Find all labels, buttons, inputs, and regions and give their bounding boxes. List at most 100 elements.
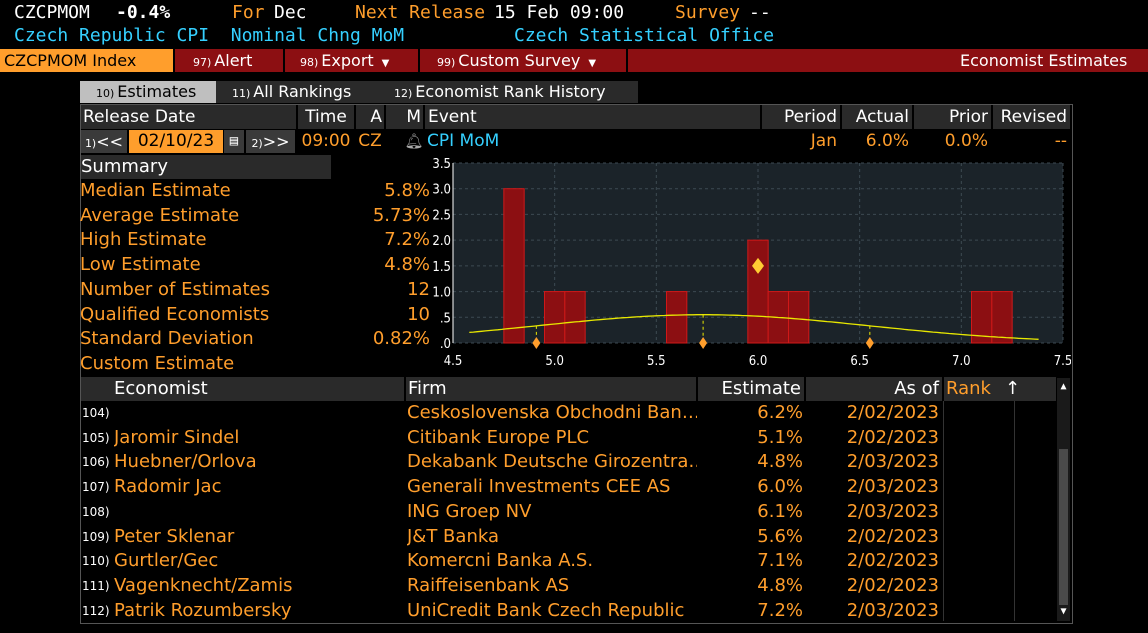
- firm-name: Ceskoslovenska Obchodni Ban…: [407, 402, 697, 423]
- col-time: Time: [298, 105, 354, 129]
- estimate-value: 6.0%: [757, 476, 803, 498]
- estimates-histogram: 3.5 3.0 2.5 2.0 1.5 1.0 .5 .0 4.5 5.0 5.5 6.0 6.5 7.0…: [432, 157, 1071, 369]
- as-of-date: 2/03/2023: [846, 476, 939, 498]
- row-number: 106): [82, 455, 110, 470]
- table-row[interactable]: 109) Peter Sklenar J&T Banka 5.6% 2/02/2023: [80, 525, 1060, 550]
- economist-name: Huebner/Orlova: [114, 451, 257, 473]
- estimate-value: 5.1%: [757, 426, 803, 448]
- calendar-icon[interactable]: ▤: [224, 130, 244, 153]
- estimate-value: 4.8%: [757, 451, 803, 473]
- firm-name: Citibank Europe PLC: [407, 426, 590, 448]
- event-name[interactable]: CPI MoM: [427, 131, 500, 151]
- summary-value: 5.73%: [372, 204, 430, 226]
- custom-survey-label: Custom Survey: [458, 51, 581, 70]
- next-release-value: 15 Feb 09:00: [494, 2, 625, 23]
- summary-value: 10: [407, 303, 430, 325]
- row-number: 108): [82, 504, 110, 519]
- histogram-bar: [991, 291, 1013, 344]
- scroll-down-icon[interactable]: ▼: [1060, 606, 1067, 617]
- summary-label: Standard Deviation: [80, 328, 254, 350]
- table-row[interactable]: 105) Jaromir Sindel Citibank Europe PLC 5.1…: [80, 426, 1060, 451]
- col-firm[interactable]: Firm: [406, 377, 696, 401]
- bell-alert-icon[interactable]: 🔔︎: [404, 132, 424, 150]
- col-actual: Actual: [842, 105, 912, 129]
- economist-name: Jaromir Sindel: [114, 426, 240, 448]
- y-tick-label: 3.0: [432, 183, 451, 198]
- histogram-bar: [747, 239, 769, 344]
- histogram-bar: [564, 291, 586, 344]
- summary-label: Low Estimate: [80, 254, 201, 276]
- col-rank[interactable]: Rank ↑: [944, 377, 1056, 401]
- row-number: 109): [82, 529, 110, 544]
- table-row[interactable]: 108) ING Groep NV 6.1% 2/03/2023: [80, 500, 1060, 525]
- summary-value: 4.8%: [384, 254, 430, 276]
- table-row[interactable]: 104) Ceskoslovenska Obchodni Ban… 6.2% 2/02…: [80, 401, 1060, 426]
- export-dropdown-icon: ▼: [381, 58, 390, 69]
- x-tick-label: 7.0: [952, 354, 971, 369]
- x-tick-label: 7.5: [1054, 354, 1071, 369]
- for-label: For: [232, 2, 265, 23]
- col-prior: Prior: [914, 105, 991, 129]
- col-a: A: [356, 105, 384, 129]
- col-event: Event: [425, 105, 760, 129]
- release-date-input[interactable]: 02/10/23: [129, 130, 223, 153]
- table-row[interactable]: 107) Radomir Jac Generali Investments CEE …: [80, 475, 1060, 500]
- col-estimate[interactable]: Estimate: [698, 377, 804, 401]
- x-tick-label: 5.5: [647, 354, 666, 369]
- y-tick-label: 1.5: [432, 260, 451, 275]
- economist-name: Peter Sklenar: [114, 525, 235, 547]
- economist-name: Radomir Jac: [114, 476, 222, 498]
- as-of-date: 2/02/2023: [846, 402, 939, 423]
- as-of-date: 2/02/2023: [846, 550, 939, 572]
- histogram-bar: [503, 188, 525, 344]
- x-tick-label: 6.5: [850, 354, 869, 369]
- x-tick-label: 5.0: [545, 354, 564, 369]
- next-release-label: Next Release: [355, 2, 486, 23]
- firm-name: Dekabank Deutsche Girozentra…: [407, 451, 697, 473]
- summary-label: Custom Estimate: [80, 352, 235, 374]
- scrollbar-thumb[interactable]: [1059, 449, 1068, 605]
- firm-name: ING Groep NV: [407, 500, 532, 522]
- custom-survey-button[interactable]: 99) Custom Survey ▼: [437, 49, 597, 72]
- estimate-value: 6.1%: [757, 500, 803, 522]
- summary-title: Summary: [81, 156, 168, 177]
- survey-label: Survey: [675, 2, 741, 23]
- col-revised: Revised: [993, 105, 1070, 129]
- prev-date-button[interactable]: 1)<<: [81, 130, 127, 153]
- summary-value: 5.8%: [384, 180, 430, 201]
- export-label: Export: [321, 51, 374, 70]
- col-economist[interactable]: Economist: [81, 377, 404, 401]
- y-tick-label: 2.0: [432, 234, 451, 249]
- table-row[interactable]: 112) Patrik Rozumbersky UniCredit Bank Cze…: [80, 599, 1060, 624]
- firm-name: J&T Banka: [407, 525, 499, 547]
- scroll-up-icon[interactable]: ▲: [1060, 381, 1067, 392]
- row-number: 111): [82, 578, 110, 593]
- sigma-marker: [532, 337, 541, 349]
- tab-all-rankings[interactable]: 11) All Rankings: [216, 81, 386, 103]
- table-row[interactable]: 110) Gurtler/Gec Komercni Banka A.S. 7.1% 2/…: [80, 549, 1060, 574]
- sigma-marker: [865, 337, 874, 349]
- prior-value: 0.0%: [944, 131, 988, 151]
- firm-name: Komercni Banka A.S.: [407, 550, 594, 572]
- col-as-of[interactable]: As of: [806, 377, 942, 401]
- y-tick-label: .5: [440, 311, 451, 326]
- row-number: 107): [82, 480, 110, 495]
- estimate-value: 5.6%: [757, 525, 803, 547]
- next-date-button[interactable]: 2)>>: [246, 130, 295, 153]
- table-row[interactable]: 111) Vagenknecht/Zamis Raiffeisenbank AS 4.…: [80, 574, 1060, 599]
- tab-estimates[interactable]: 10) Estimates: [80, 81, 232, 103]
- x-tick-label: 4.5: [444, 354, 463, 369]
- page-title: Economist Estimates: [960, 49, 1128, 72]
- export-button[interactable]: 98) Export ▼: [300, 49, 390, 72]
- summary-value: 0.82%: [372, 328, 430, 350]
- summary-label: Number of Estimates: [80, 278, 270, 300]
- tab-economist-rank-history[interactable]: 12) Economist Rank History: [378, 81, 638, 103]
- survey-value: --: [749, 2, 771, 23]
- table-row[interactable]: 106) Huebner/Orlova Dekabank Deutsche Giro…: [80, 450, 1060, 475]
- summary-label: Median Estimate: [80, 180, 231, 201]
- y-tick-label: .0: [440, 337, 451, 352]
- alert-button[interactable]: 97) Alert: [193, 49, 253, 72]
- security-index-field[interactable]: CZCPMOM Index: [0, 49, 173, 72]
- source-name: Czech Statistical Office: [514, 25, 775, 46]
- for-value: Dec: [274, 2, 307, 23]
